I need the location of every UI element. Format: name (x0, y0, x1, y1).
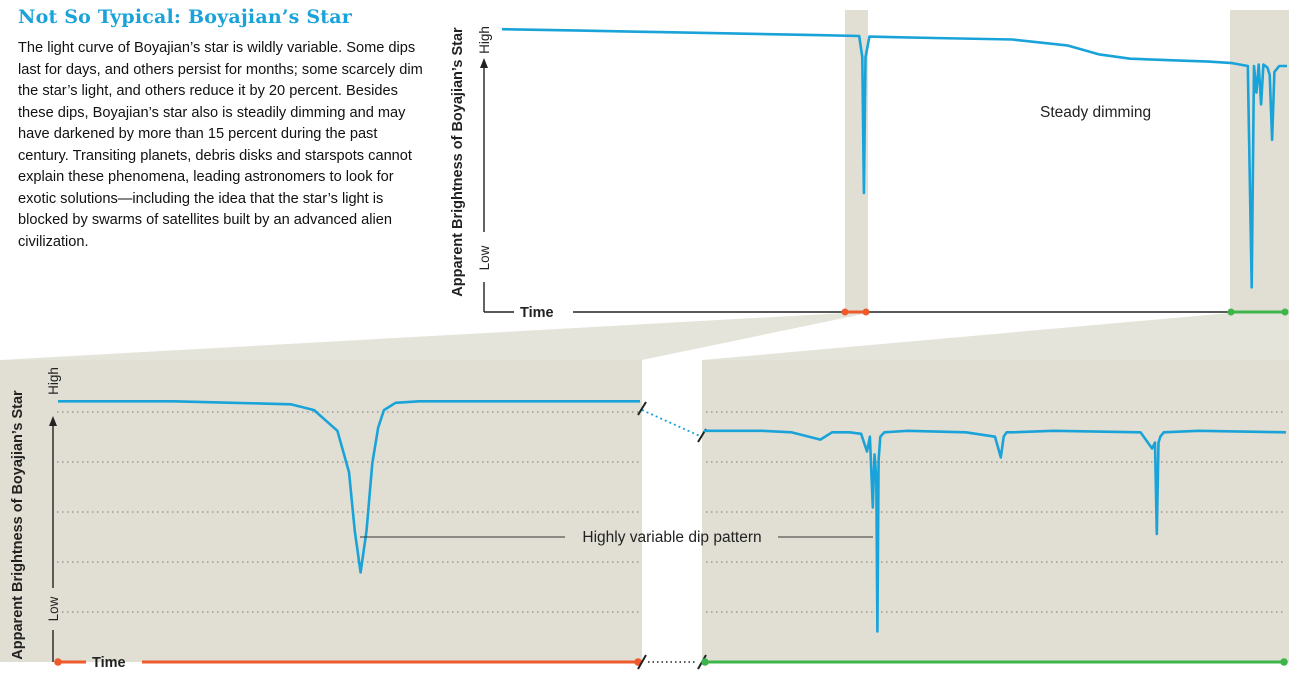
steady-dimming-label: Steady dimming (1040, 104, 1151, 121)
zoom-connector-left (0, 313, 868, 360)
bottom-y-axis (49, 416, 57, 662)
top-light-curve (501, 27, 1287, 289)
bottom-y-tick-high: High (46, 367, 61, 395)
top-y-tick-high: High (477, 26, 492, 54)
zoom-connector-right (702, 313, 1289, 360)
bottom-right-light-curve (704, 429, 1287, 633)
bottom-left-panel (0, 360, 642, 662)
bottom-x-green-axis (701, 658, 1288, 666)
page-title: Not So Typical: Boyajian’s Star (18, 6, 353, 28)
top-y-tick-low: Low (477, 245, 492, 270)
top-x-axis-label: Time (520, 305, 554, 321)
bottom-x-axis-label: Time (92, 655, 126, 671)
bottom-right-panel (702, 360, 1289, 662)
top-y-axis (480, 58, 488, 312)
top-highlight-band-2 (1230, 10, 1289, 313)
bottom-x-orange-axis (54, 658, 642, 666)
left-gridlines (57, 411, 640, 613)
dip-pattern-label: Highly variable dip pattern (582, 529, 761, 546)
top-y-axis-label: Apparent Brightness of Boyajian’s Star (450, 27, 466, 297)
bottom-y-tick-low: Low (46, 596, 61, 621)
top-x-orange-segment (841, 308, 870, 316)
right-gridlines (706, 411, 1284, 613)
bottom-y-axis-label: Apparent Brightness of Boyajian’s Star (10, 390, 26, 660)
description-paragraph: The light curve of Boyajian’s star is wi… (18, 40, 423, 250)
bottom-left-light-curve (58, 400, 640, 574)
top-x-green-segment (1227, 308, 1289, 316)
